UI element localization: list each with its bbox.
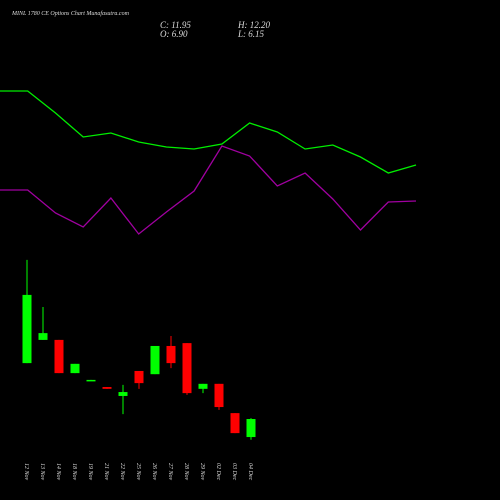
stat-high: H: 12.20 [237,20,270,30]
candle-body [166,345,176,364]
x-tick-label: 04 Dec [247,463,254,480]
indicator-line [0,90,417,174]
indicator-line [0,145,417,235]
x-tick-label: 14 Nov [55,463,62,481]
x-tick-label: 22 Nov [119,463,125,481]
x-tick-label: 26 Nov [151,463,157,481]
candle-body [198,383,208,389]
candle-body [214,383,224,408]
candle-body [38,333,48,340]
x-tick-label: 18 Nov [71,463,77,481]
x-tick-label: 28 Nov [183,463,189,481]
x-tick-label: 25 Nov [135,463,141,481]
chart-title: MINL 1780 CE Options Chart Munafasutra.c… [11,10,130,17]
x-tick-label: 27 Nov [167,463,173,481]
stat-close: C: 11.95 [160,20,191,30]
stat-open: O: 6.90 [160,29,188,39]
x-tick-label: 12 Nov [23,463,29,481]
x-tick-label: 03 Dec [231,463,237,480]
candle-body [246,419,256,438]
candle-body [54,339,64,374]
x-tick-label: 19 Nov [87,463,93,481]
candle-body [22,294,32,364]
candle-body [86,379,96,382]
x-tick-label: 21 Nov [103,463,109,481]
x-tick-label: 02 Dec [215,463,221,480]
x-tick-label: 29 Nov [199,463,205,481]
candle-body [230,413,240,434]
candle-body [182,343,192,394]
candle-body [70,363,80,374]
stat-low: L: 6.15 [237,29,265,39]
candle-body [102,387,112,389]
candle-body [150,345,160,375]
candle-body [134,370,144,384]
candle-body [118,392,128,396]
x-tick-label: 13 Nov [39,463,45,481]
